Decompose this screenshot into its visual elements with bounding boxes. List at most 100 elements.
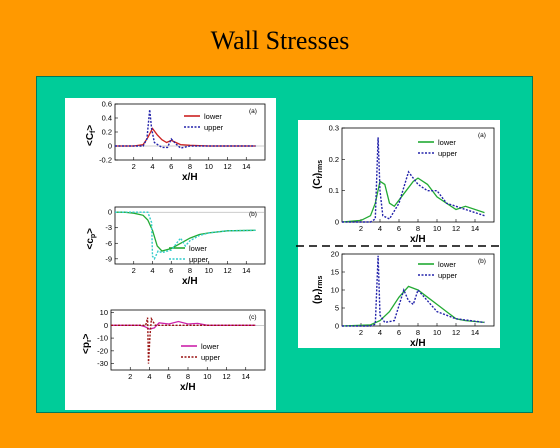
slide-title: Wall Stresses: [210, 26, 350, 55]
y-axis-label: <cp>: [85, 228, 97, 250]
y-tick-label: 20: [331, 250, 339, 259]
plot-frame: [114, 103, 266, 161]
x-tick-label: 4: [147, 372, 151, 381]
x-tick-label: 6: [169, 162, 173, 171]
x-tick-label: 8: [416, 328, 420, 337]
series-line-lower: [115, 127, 256, 147]
y-tick-label: 0.3: [329, 124, 339, 133]
x-axis-label: x/H: [182, 172, 198, 183]
y-tick-label: -3: [105, 223, 112, 232]
x-tick-label: 10: [205, 162, 213, 171]
chart-cp-mean: 2 4 6 8 10 12 14 0 -3 -6 -9 x/H <cp> (b) lower upper: [85, 206, 266, 287]
legend-label-lower: lower: [204, 112, 222, 121]
panel-label: (c): [249, 314, 257, 321]
y-tick-label: 0.6: [102, 100, 112, 109]
x-tick-label: 12: [452, 224, 460, 233]
legend-label-upper: upper: [189, 255, 209, 264]
legend-label-lower: lower: [438, 138, 456, 147]
series-line-lower: [341, 177, 485, 223]
y-tick-label: 0.1: [329, 186, 339, 195]
series-line-upper: [111, 316, 256, 364]
y-tick-label: 0.4: [102, 114, 112, 123]
legend-label-upper: upper: [438, 271, 458, 280]
y-tick-label: 0.2: [329, 155, 339, 164]
right-bottom-figure-sheet: 2 4 6 8 10 12 14 0 5 10 15 20 x/H (pr)rms (b) lower uppe…: [298, 246, 500, 348]
x-tick-label: 8: [188, 266, 192, 275]
plot-frame: [110, 309, 266, 371]
y-axis-label: <pr>: [81, 333, 93, 354]
y-tick-label: 0.2: [102, 128, 112, 137]
panel-label: (a): [478, 132, 486, 139]
y-tick-label: 0: [335, 322, 339, 331]
x-tick-label: 6: [169, 266, 173, 275]
x-tick-label: 14: [471, 328, 479, 337]
y-tick-label: 0: [108, 142, 112, 151]
y-tick-label: 0: [335, 218, 339, 227]
x-axis-label: x/H: [410, 338, 426, 348]
legend-label-lower: lower: [438, 260, 456, 269]
x-tick-label: 14: [242, 372, 250, 381]
x-tick-label: 4: [150, 162, 154, 171]
chart-cf-rms: 2 4 6 8 10 12 14 0 0.1 0.2 0.3 x/H (Cf)rms (a) lower up…: [312, 124, 495, 245]
y-tick-label: 10: [331, 286, 339, 295]
panel-label: (a): [249, 108, 257, 115]
x-tick-label: 6: [397, 328, 401, 337]
x-tick-label: 4: [378, 224, 382, 233]
panel-label: (b): [249, 211, 257, 218]
chart-pr-mean: 2 4 6 8 10 12 14 10 0 -10 -20 -30 x/H <pr> (c) lower upp…: [81, 308, 266, 393]
y-tick-label: -20: [97, 346, 108, 355]
x-tick-label: 8: [188, 162, 192, 171]
x-tick-label: 2: [359, 224, 363, 233]
x-tick-label: 14: [471, 224, 479, 233]
y-tick-label: -30: [97, 359, 108, 368]
x-tick-label: 6: [167, 372, 171, 381]
legend-label-lower: lower: [201, 342, 219, 351]
y-tick-label: 0: [104, 321, 108, 330]
x-tick-label: 14: [242, 162, 250, 171]
x-axis-label: x/H: [410, 234, 426, 245]
chart-pr-rms: 2 4 6 8 10 12 14 0 5 10 15 20 x/H (pr)rms (b) lower uppe…: [312, 250, 495, 348]
x-tick-label: 10: [433, 224, 441, 233]
x-tick-label: 10: [433, 328, 441, 337]
series-line-upper: [115, 211, 256, 261]
left-figure-sheet: 2 4 6 8 10 12 14 -0.2 0 0.2 0.4 0.6 x/H <Cf> (a) lower u…: [65, 98, 276, 410]
y-tick-label: -10: [97, 334, 108, 343]
y-tick-label: 5: [335, 304, 339, 313]
y-axis-label: (Cf)rms: [312, 160, 324, 189]
x-tick-label: 8: [186, 372, 190, 381]
series-line-upper: [342, 137, 485, 223]
x-tick-label: 10: [203, 372, 211, 381]
x-axis-label: x/H: [180, 382, 196, 393]
right-top-figure-sheet: 2 4 6 8 10 12 14 0 0.1 0.2 0.3 x/H (Cf)rms (a) lower up…: [298, 120, 500, 246]
x-tick-label: 4: [378, 328, 382, 337]
series-line-upper: [342, 255, 485, 327]
x-tick-label: 2: [359, 328, 363, 337]
x-tick-label: 4: [150, 266, 154, 275]
legend-label-upper: upper: [204, 123, 224, 132]
panel-label: (b): [478, 258, 486, 265]
x-tick-label: 2: [132, 266, 136, 275]
legend-label-lower: lower: [189, 244, 207, 253]
x-axis-label: x/H: [182, 276, 198, 287]
x-tick-label: 8: [416, 224, 420, 233]
x-tick-label: 10: [205, 266, 213, 275]
separator-dashes: [296, 245, 502, 247]
y-tick-label: -9: [105, 254, 112, 263]
x-tick-label: 12: [452, 328, 460, 337]
series-line-lower: [341, 285, 485, 327]
legend-label-upper: upper: [201, 353, 221, 362]
x-tick-label: 6: [397, 224, 401, 233]
x-tick-label: 12: [223, 266, 231, 275]
x-tick-label: 2: [132, 162, 136, 171]
y-tick-label: -0.2: [99, 156, 112, 165]
y-tick-label: 10: [100, 308, 108, 317]
x-tick-label: 12: [222, 372, 230, 381]
x-tick-label: 12: [223, 162, 231, 171]
x-tick-label: 2: [128, 372, 132, 381]
y-tick-label: 15: [331, 268, 339, 277]
y-axis-label: <Cf>: [85, 125, 97, 146]
y-axis-label: (pr)rms: [312, 276, 324, 304]
chart-cf-mean: 2 4 6 8 10 12 14 -0.2 0 0.2 0.4 0.6 x/H <Cf> (a) lower u…: [85, 100, 266, 183]
y-tick-label: 0: [108, 208, 112, 217]
legend-label-upper: upper: [438, 149, 458, 158]
